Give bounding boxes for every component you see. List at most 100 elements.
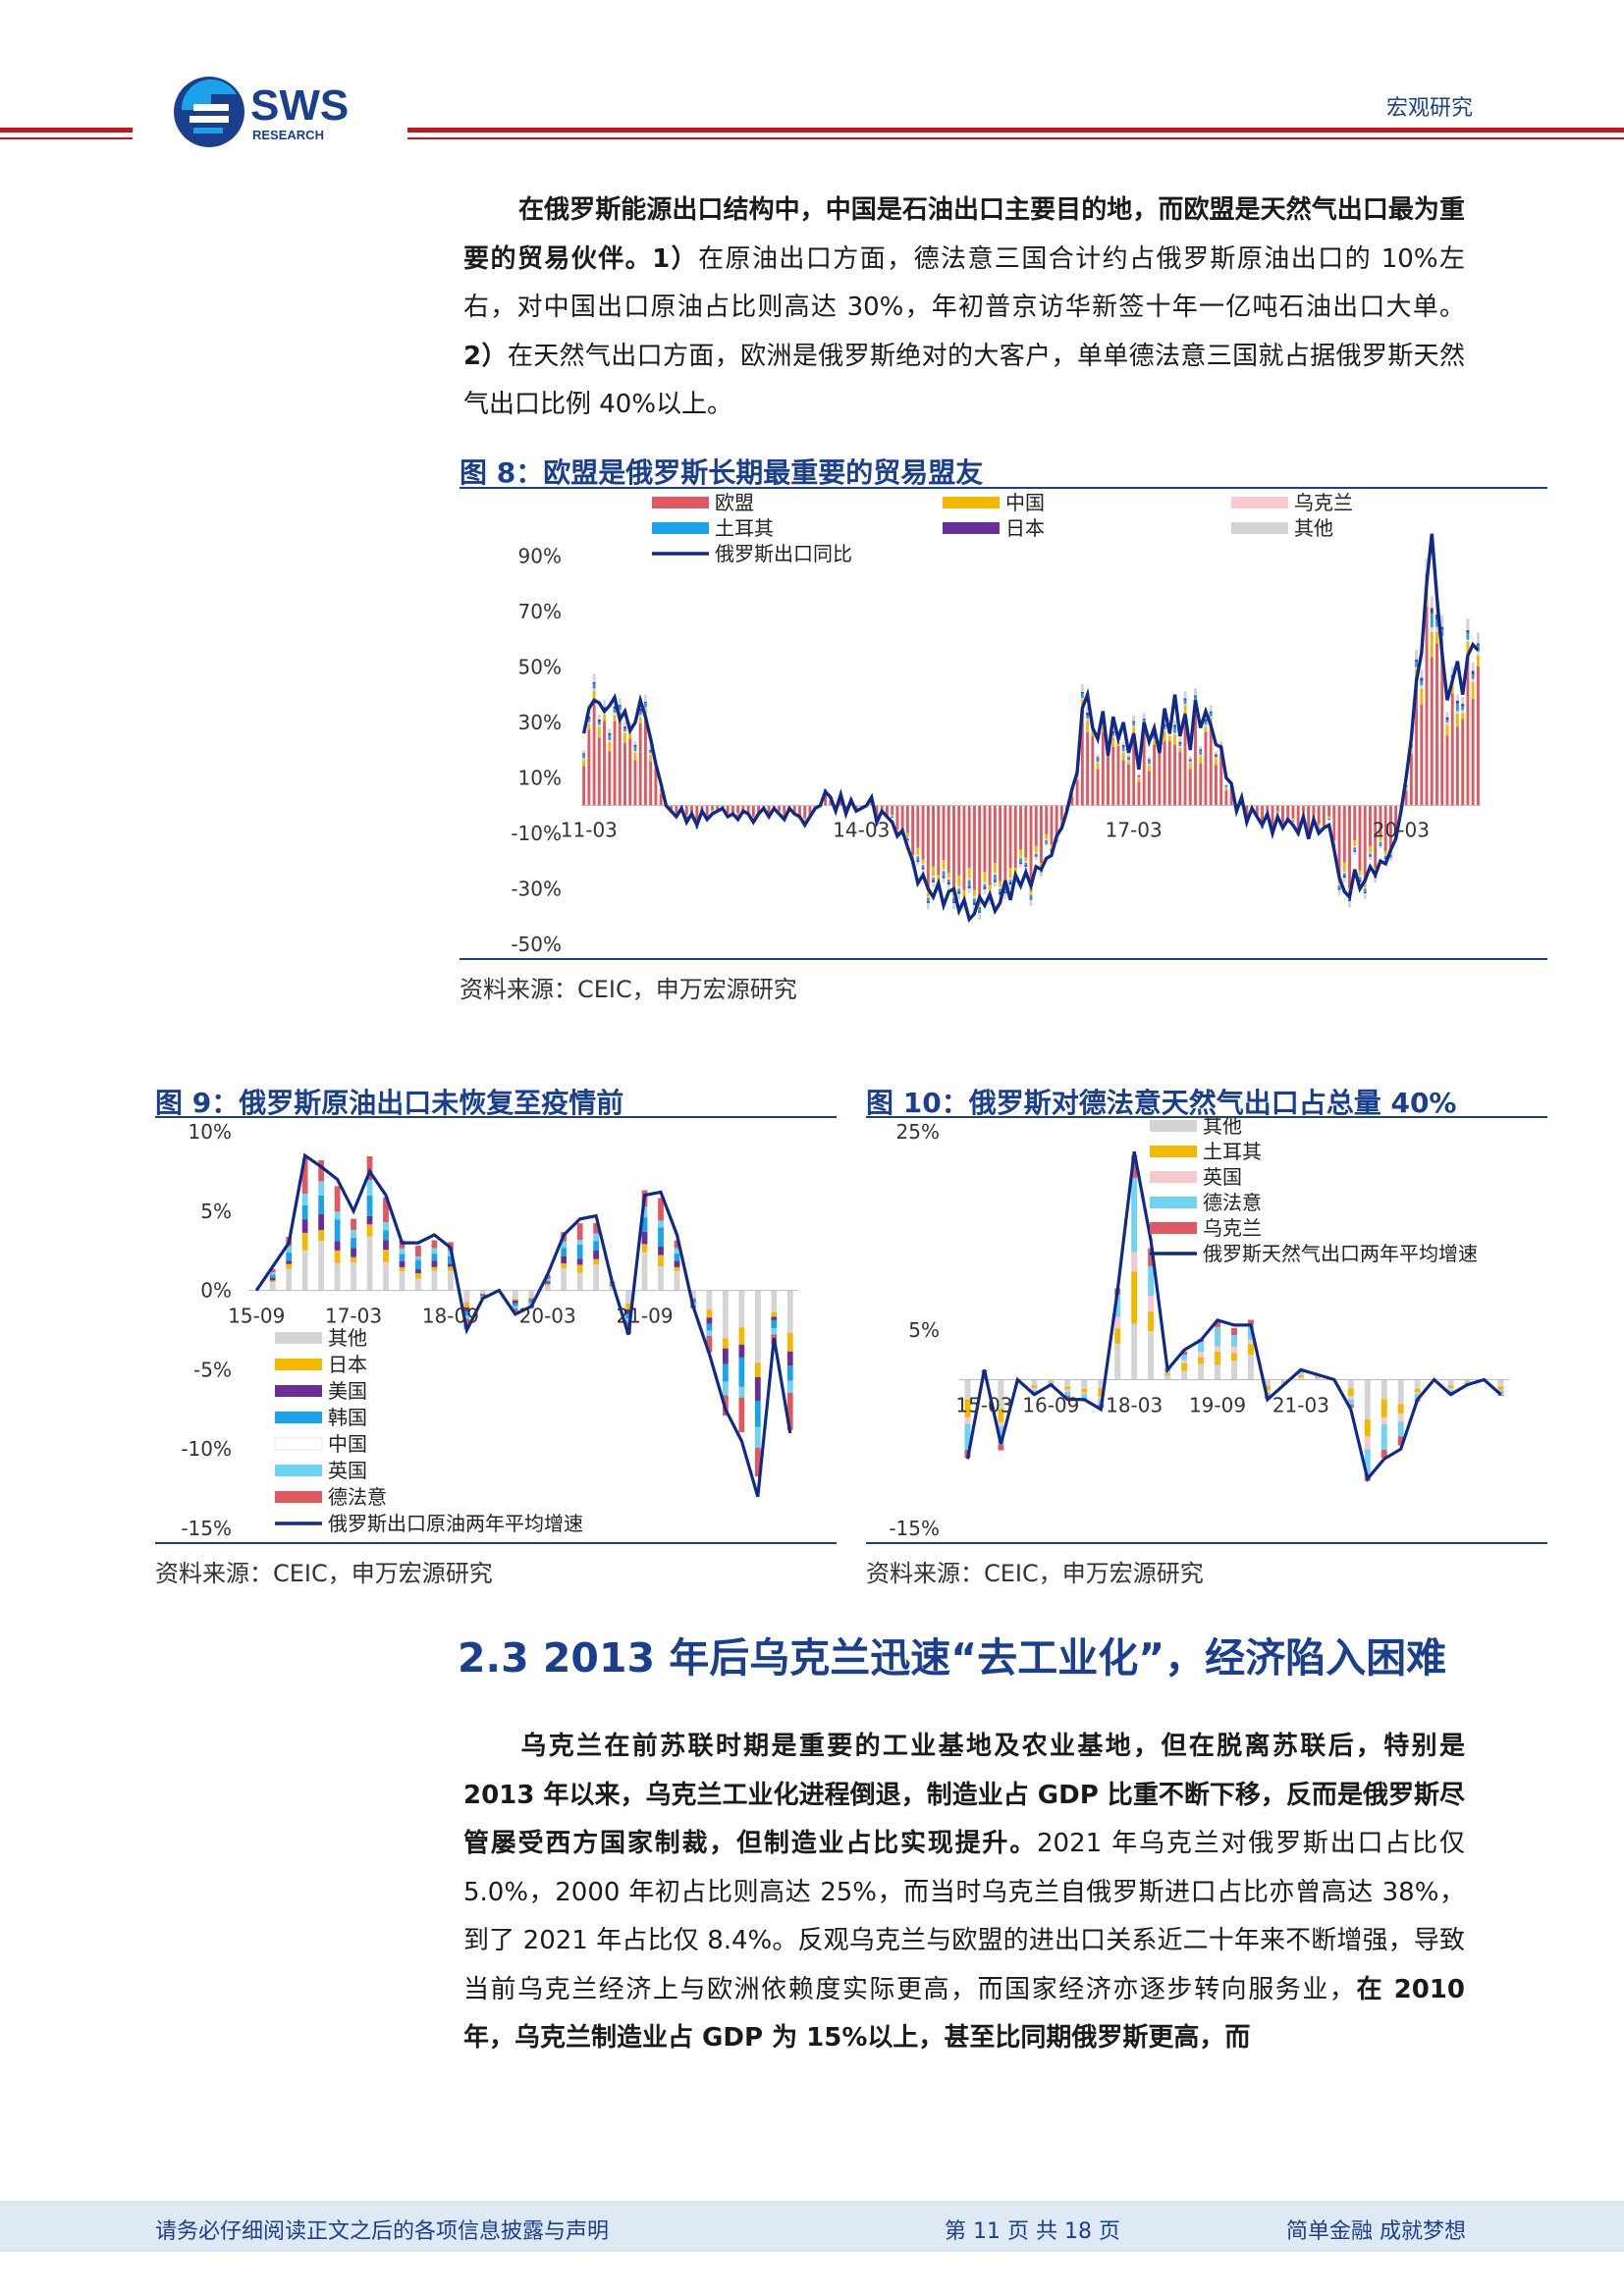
- stacked-bar-segment: [593, 1264, 599, 1291]
- stacked-bar-segment: [1209, 711, 1213, 714]
- stacked-bar-segment: [754, 1400, 761, 1427]
- fig10-chart: 25% 5% -15% 15-03 16-09 18-03 19-09 21-03 其他土耳…: [889, 1118, 1509, 1540]
- stacked-bar-segment: [1003, 888, 1007, 892]
- stacked-bar-segment: [1415, 678, 1419, 806]
- stacked-bar-segment: [1266, 805, 1270, 812]
- stacked-bar-segment: [947, 884, 950, 890]
- stacked-bar-segment: [1029, 893, 1033, 895]
- stacked-bar-segment: [1476, 651, 1480, 656]
- series-line: [965, 1150, 1502, 1482]
- stacked-bar-segment: [1445, 735, 1449, 806]
- fig8-y-axis: 90% 70% 50% 30% 10% -10% -30% -50%: [511, 544, 562, 956]
- stacked-bar-segment: [351, 1262, 356, 1291]
- stacked-bar-segment: [1342, 805, 1346, 863]
- stacked-bar-segment: [736, 813, 740, 815]
- stacked-bar-segment: [1024, 857, 1028, 862]
- stacked-bar-segment: [891, 805, 894, 815]
- stacked-bar-segment: [998, 1409, 1004, 1422]
- stacked-bar-segment: [1178, 743, 1182, 746]
- legend-label: 其他: [328, 1326, 367, 1350]
- stacked-bar-segment: [1096, 758, 1100, 763]
- stacked-bar-segment: [786, 1380, 793, 1393]
- stacked-bar-segment: [587, 719, 591, 722]
- stacked-bar-segment: [1114, 1294, 1121, 1317]
- y-tick-label: -30%: [511, 877, 562, 900]
- stacked-bar-segment: [1173, 724, 1176, 727]
- stacked-bar-segment: [1031, 1388, 1038, 1391]
- stacked-bar-segment: [383, 1230, 389, 1241]
- stacked-bar-segment: [1404, 790, 1408, 806]
- stacked-bar-segment: [641, 1244, 648, 1253]
- stacked-bar-segment: [998, 1421, 1004, 1427]
- stacked-bar-segment: [597, 720, 601, 722]
- stacked-bar-segment: [972, 895, 976, 899]
- stacked-bar-segment: [1098, 1379, 1105, 1389]
- stacked-bar-segment: [1045, 833, 1049, 839]
- stacked-bar-segment: [463, 1290, 470, 1303]
- stacked-bar-segment: [978, 907, 982, 912]
- stacked-bar-segment: [1464, 1379, 1471, 1381]
- stacked-bar-segment: [1297, 1377, 1304, 1380]
- stacked-bar-segment: [1447, 1390, 1454, 1394]
- stacked-bar-segment: [1173, 732, 1176, 735]
- stacked-bar-segment: [351, 1238, 356, 1249]
- stacked-bar-segment: [947, 881, 950, 885]
- stacked-bar-segment: [1040, 805, 1043, 863]
- stacked-bar-segment: [301, 1250, 308, 1291]
- stacked-bar-segment: [1497, 1379, 1504, 1387]
- stacked-bar-segment: [1379, 835, 1382, 841]
- stacked-bar-segment: [1131, 1323, 1138, 1380]
- stacked-bar-segment: [1194, 711, 1197, 806]
- stacked-bar-segment: [706, 1290, 713, 1309]
- stacked-bar-segment: [1163, 726, 1166, 729]
- stacked-bar-segment: [1379, 845, 1382, 849]
- stacked-bar-segment: [1164, 1372, 1171, 1375]
- stacked-bar-segment: [1204, 731, 1208, 806]
- stacked-bar-segment: [1248, 1319, 1254, 1325]
- stacked-bar-segment: [1008, 878, 1012, 881]
- stacked-bar-segment: [942, 860, 946, 870]
- stacked-bar-segment: [723, 1290, 729, 1339]
- stacked-bar-segment: [741, 805, 745, 811]
- stacked-bar-segment: [1420, 669, 1424, 678]
- stacked-bar-segment: [1420, 688, 1424, 705]
- stacked-bar-segment: [1414, 1379, 1421, 1389]
- stacked-bar-segment: [286, 1263, 293, 1269]
- stacked-bar-segment: [1440, 626, 1444, 630]
- stacked-bar-segment: [286, 1260, 293, 1264]
- stacked-bar-segment: [1137, 773, 1141, 775]
- legend-swatch: [652, 497, 709, 508]
- stacked-bar-segment: [1107, 755, 1110, 806]
- stacked-bar-segment: [1163, 730, 1166, 742]
- stacked-bar-segment: [1137, 777, 1141, 782]
- stacked-bar-segment: [786, 1365, 793, 1381]
- stacked-bar-segment: [754, 1290, 761, 1363]
- stacked-bar-segment: [1064, 1396, 1071, 1399]
- stacked-bar-segment: [1031, 1379, 1038, 1386]
- stacked-bar-segment: [1181, 1360, 1188, 1363]
- stacked-bar-segment: [921, 869, 925, 874]
- stacked-bar-segment: [593, 1223, 599, 1234]
- stacked-bar-segment: [1121, 760, 1125, 806]
- stacked-bar-segment: [1127, 757, 1130, 759]
- stacked-bar-segment: [1003, 891, 1007, 894]
- stacked-bar-segment: [1096, 757, 1100, 759]
- stacked-bar-segment: [937, 875, 941, 881]
- legend-swatch: [652, 522, 709, 534]
- stacked-bar-segment: [993, 881, 997, 887]
- stacked-bar-segment: [754, 1362, 761, 1377]
- stacked-bar-segment: [479, 1295, 486, 1297]
- stacked-bar-segment: [1342, 876, 1346, 879]
- stacked-bar-segment: [999, 888, 1002, 893]
- stacked-bar-segment: [1445, 720, 1449, 723]
- stacked-bar-segment: [649, 751, 653, 754]
- stacked-bar-segment: [1137, 776, 1141, 778]
- stacked-bar-segment: [1358, 880, 1362, 882]
- stacked-bar-segment: [1280, 1381, 1287, 1383]
- stacked-bar-segment: [1086, 712, 1090, 716]
- stacked-bar-segment: [1040, 862, 1043, 868]
- stacked-bar-segment: [1327, 820, 1331, 821]
- stacked-bar-segment: [947, 879, 950, 882]
- stacked-bar-segment: [1497, 1386, 1504, 1390]
- legend-swatch: [275, 1332, 322, 1344]
